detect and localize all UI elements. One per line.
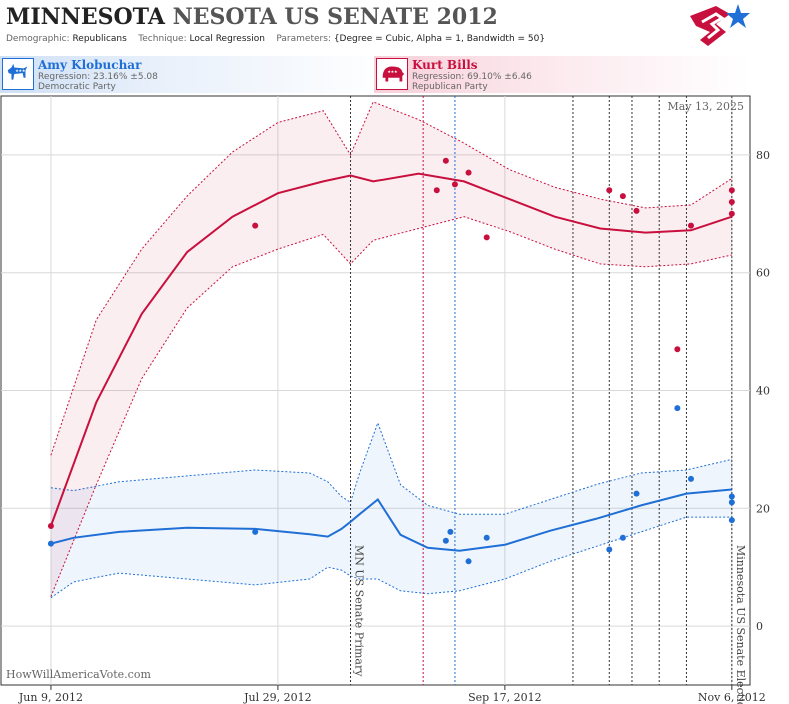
candidate-regression: Regression: 69.10% ±6.46 xyxy=(412,72,532,82)
site-logo-icon[interactable] xyxy=(686,2,750,52)
title-race: NESOTA US SENATE 2012 xyxy=(172,4,498,30)
svg-text:★★★: ★★★ xyxy=(387,70,398,74)
donkey-icon: ★★★ xyxy=(2,58,34,90)
event-label: MN US Senate Primary xyxy=(353,545,366,677)
poll-point xyxy=(633,490,640,497)
regression-line xyxy=(50,488,732,552)
regression-line xyxy=(49,172,733,527)
y-tick-label: 40 xyxy=(756,385,770,398)
x-tick-label: Nov 6, 2012 xyxy=(698,691,766,704)
poll-point xyxy=(633,207,640,214)
poll-point xyxy=(687,222,694,229)
poll-point xyxy=(442,157,449,164)
x-tick-label: Jul 29, 2012 xyxy=(243,691,312,704)
y-tick-label: 60 xyxy=(756,267,770,280)
candidate-party: Republican Party xyxy=(412,82,488,92)
poll-point xyxy=(451,181,458,188)
technique-value: Local Regression xyxy=(189,34,265,44)
poll-point xyxy=(728,517,735,524)
technique-label: Technique: xyxy=(138,34,187,44)
x-tick-label: Jun 9, 2012 xyxy=(18,691,83,704)
poll-point xyxy=(47,540,54,547)
demographic-label: Demographic: xyxy=(6,34,70,44)
poll-point xyxy=(465,558,472,565)
svg-text:★★★: ★★★ xyxy=(15,69,26,73)
upper-bound-line xyxy=(50,421,732,515)
page-title: MINNESOTA NESOTA US SENATE 2012 xyxy=(6,4,498,30)
upper-bound-line xyxy=(50,101,733,456)
poll-point xyxy=(728,499,735,506)
candidate-name: Kurt Bills xyxy=(412,58,478,72)
poll-point xyxy=(674,405,681,412)
y-tick-label: 20 xyxy=(756,502,770,515)
poll-point xyxy=(606,546,613,553)
date-stamp: May 13, 2025 xyxy=(667,100,744,113)
parameters-line: Demographic: Republicans Technique: Loca… xyxy=(6,34,545,44)
title-state: MINNESOTA xyxy=(6,4,165,30)
candidate-party: Democratic Party xyxy=(38,82,116,92)
candidate-regression: Regression: 23.16% ±5.08 xyxy=(38,72,158,82)
y-tick-label: 0 xyxy=(756,620,763,633)
poll-point xyxy=(465,169,472,176)
event-label: Minnesota US Senate Election xyxy=(734,545,747,704)
candidate-name: Amy Klobuchar xyxy=(38,58,142,72)
poll-point xyxy=(252,528,259,535)
lower-bound-line xyxy=(50,516,732,599)
poll-point xyxy=(619,534,626,541)
candidate-panel-democrat: ★★★ Amy Klobuchar Regression: 23.16% ±5.… xyxy=(0,56,390,93)
poll-point xyxy=(433,187,440,194)
poll-point xyxy=(252,222,259,229)
poll-point xyxy=(728,210,735,217)
poll-point xyxy=(619,193,626,200)
watermark: HowWillAmericaVote.com xyxy=(6,668,151,681)
poll-point xyxy=(674,346,681,353)
candidate-panel-republican: ★★★ Kurt Bills Regression: 69.10% ±6.46 … xyxy=(374,56,750,93)
poll-point xyxy=(687,475,694,482)
poll-point xyxy=(728,493,735,500)
lower-bound-line xyxy=(50,216,732,597)
poll-point xyxy=(606,187,613,194)
poll-point xyxy=(483,534,490,541)
poll-point xyxy=(47,522,54,529)
y-tick-label: 80 xyxy=(756,149,770,162)
demographic-value: Republicans xyxy=(72,34,127,44)
poll-point xyxy=(442,537,449,544)
poll-point xyxy=(728,187,735,194)
poll-point xyxy=(447,528,454,535)
poll-point xyxy=(728,199,735,206)
elephant-icon: ★★★ xyxy=(376,58,408,90)
parameters-label: Parameters: xyxy=(276,34,331,44)
x-tick-label: Sep 17, 2012 xyxy=(468,691,542,704)
parameters-value: {Degree = Cubic, Alpha = 1, Bandwidth = … xyxy=(333,34,546,44)
poll-point xyxy=(483,234,490,241)
confidence-band xyxy=(50,422,732,598)
